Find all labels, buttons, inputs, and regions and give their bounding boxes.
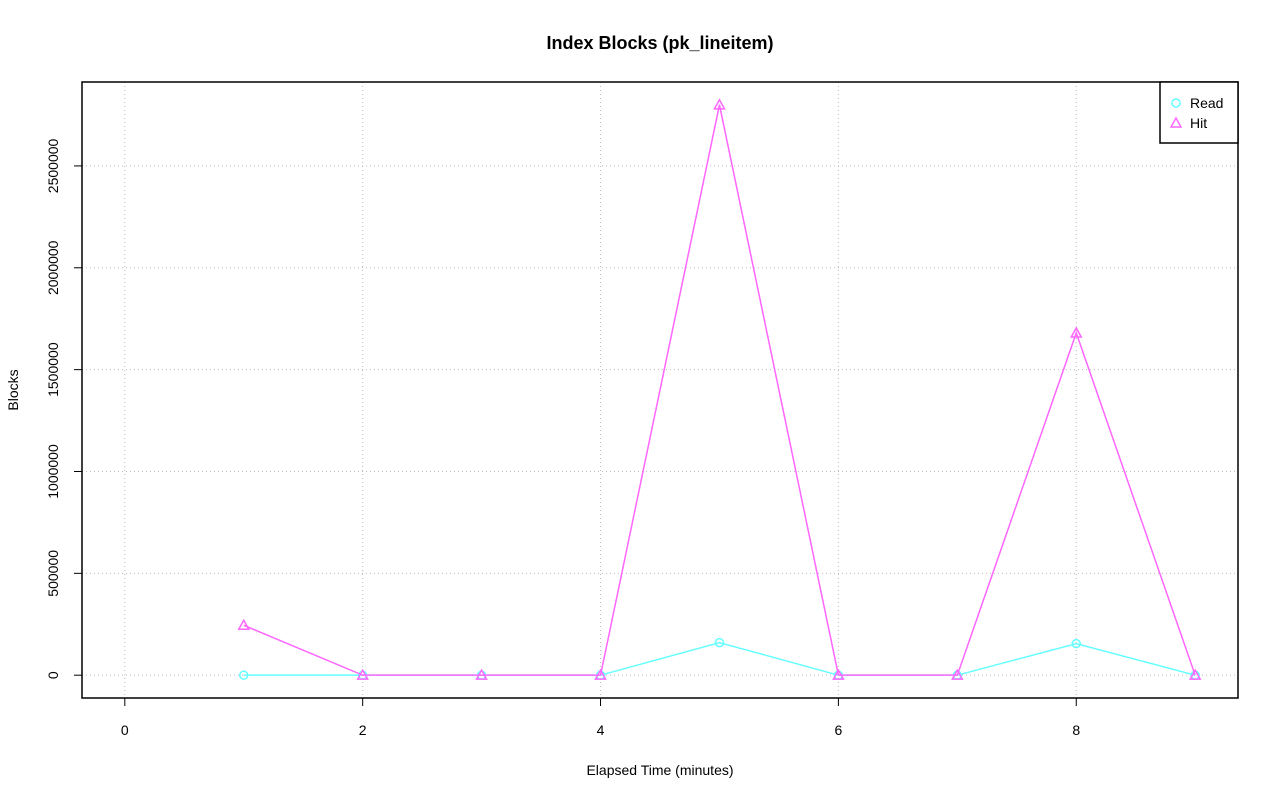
legend-marker — [1171, 98, 1181, 108]
series-line — [243, 641, 1196, 676]
x-tick-label: 8 — [1072, 722, 1080, 738]
point — [237, 618, 251, 631]
point — [1071, 638, 1082, 649]
plot-frame — [81, 81, 1239, 699]
legend-marker — [1169, 116, 1183, 128]
x-tick-label: 0 — [121, 722, 129, 738]
point — [1188, 668, 1202, 680]
point — [713, 98, 726, 110]
y-tick-label: 1500000 — [45, 342, 61, 397]
point — [832, 668, 845, 680]
x-tick-label: 4 — [597, 722, 605, 738]
legend-label: Hit — [1190, 115, 1207, 131]
point — [475, 668, 488, 680]
point — [356, 668, 369, 680]
y-tick-label: 2500000 — [45, 138, 61, 193]
y-tick-label: 2000000 — [45, 240, 61, 295]
y-tick-label: 0 — [45, 671, 61, 679]
point — [714, 637, 725, 648]
y-axis-label: Blocks — [5, 369, 21, 410]
x-tick-label: 2 — [359, 722, 367, 738]
legend-box — [1159, 81, 1239, 144]
point — [238, 670, 249, 680]
x-axis-label: Elapsed Time (minutes) — [586, 762, 733, 778]
point — [1069, 326, 1083, 338]
point — [594, 668, 607, 680]
y-tick-label: 500000 — [45, 550, 61, 597]
y-tick-label: 1000000 — [45, 444, 61, 499]
legend-label: Read — [1190, 95, 1223, 111]
series-line — [243, 104, 1196, 676]
x-tick-label: 6 — [834, 722, 842, 738]
chart-title: Index Blocks (pk_lineitem) — [546, 33, 773, 53]
point — [951, 668, 964, 680]
